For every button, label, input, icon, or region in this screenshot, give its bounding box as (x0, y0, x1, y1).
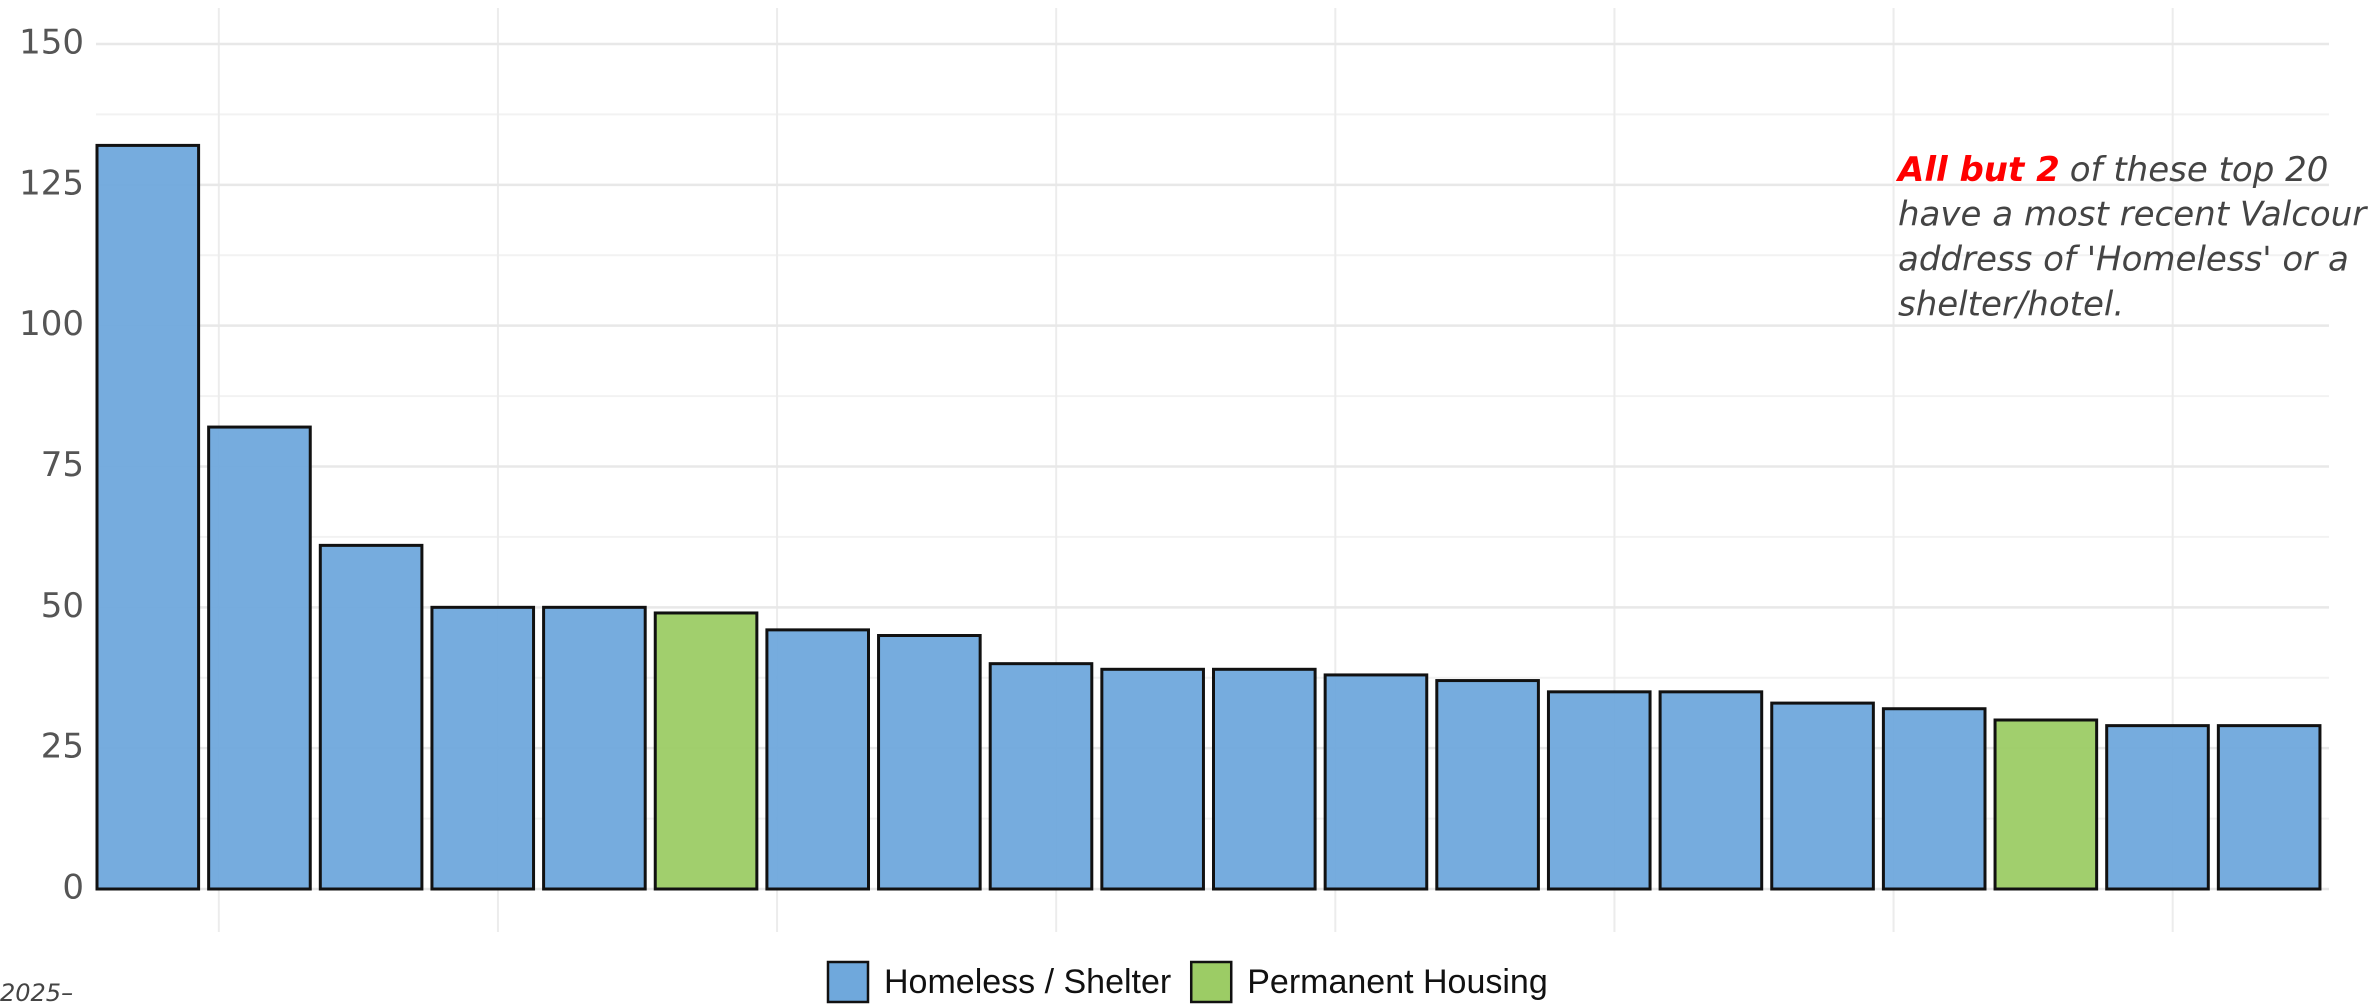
bar (318, 543, 424, 891)
bar (2216, 724, 2322, 891)
legend-swatch (1189, 960, 1233, 1004)
y-tick-label: 75 (41, 445, 84, 485)
bar (1546, 690, 1652, 891)
bar (2105, 724, 2210, 891)
bar (1435, 679, 1540, 891)
legend-swatch (826, 960, 870, 1004)
y-tick-label: 125 (19, 163, 84, 203)
bar (1993, 718, 2099, 891)
y-tick-label: 100 (19, 304, 84, 344)
bar (1770, 701, 1875, 891)
bar (1323, 673, 1429, 891)
annotation-text: have a most recent Valcour (1898, 195, 2368, 235)
bar (1658, 690, 1764, 891)
annotation: All but 2 of these top 20 (1895, 150, 2328, 190)
bar (988, 662, 1094, 891)
y-tick-label: 50 (41, 586, 84, 626)
annotation-highlight: All but 2 (1895, 150, 2060, 190)
bar (1881, 707, 1987, 891)
bar (877, 634, 982, 891)
bar (1212, 667, 1317, 891)
footnote: 2025– (0, 979, 73, 1007)
annotation-text: shelter/hotel. (1898, 285, 2124, 325)
bar (542, 605, 647, 891)
y-tick-label: 0 (62, 868, 84, 908)
annotation-text: of these top 20 (2070, 150, 2329, 190)
bar (207, 425, 312, 891)
legend-label: Permanent Housing (1247, 963, 1548, 1001)
legend-label: Homeless / Shelter (884, 963, 1171, 1001)
bar (1100, 667, 1205, 891)
bar (95, 143, 201, 891)
bar (653, 611, 759, 891)
y-tick-label: 25 (41, 727, 84, 767)
annotation-text: address of 'Homeless' or a (1898, 240, 2349, 280)
bar (765, 628, 871, 891)
bar (430, 605, 536, 891)
y-tick-label: 150 (19, 23, 84, 63)
